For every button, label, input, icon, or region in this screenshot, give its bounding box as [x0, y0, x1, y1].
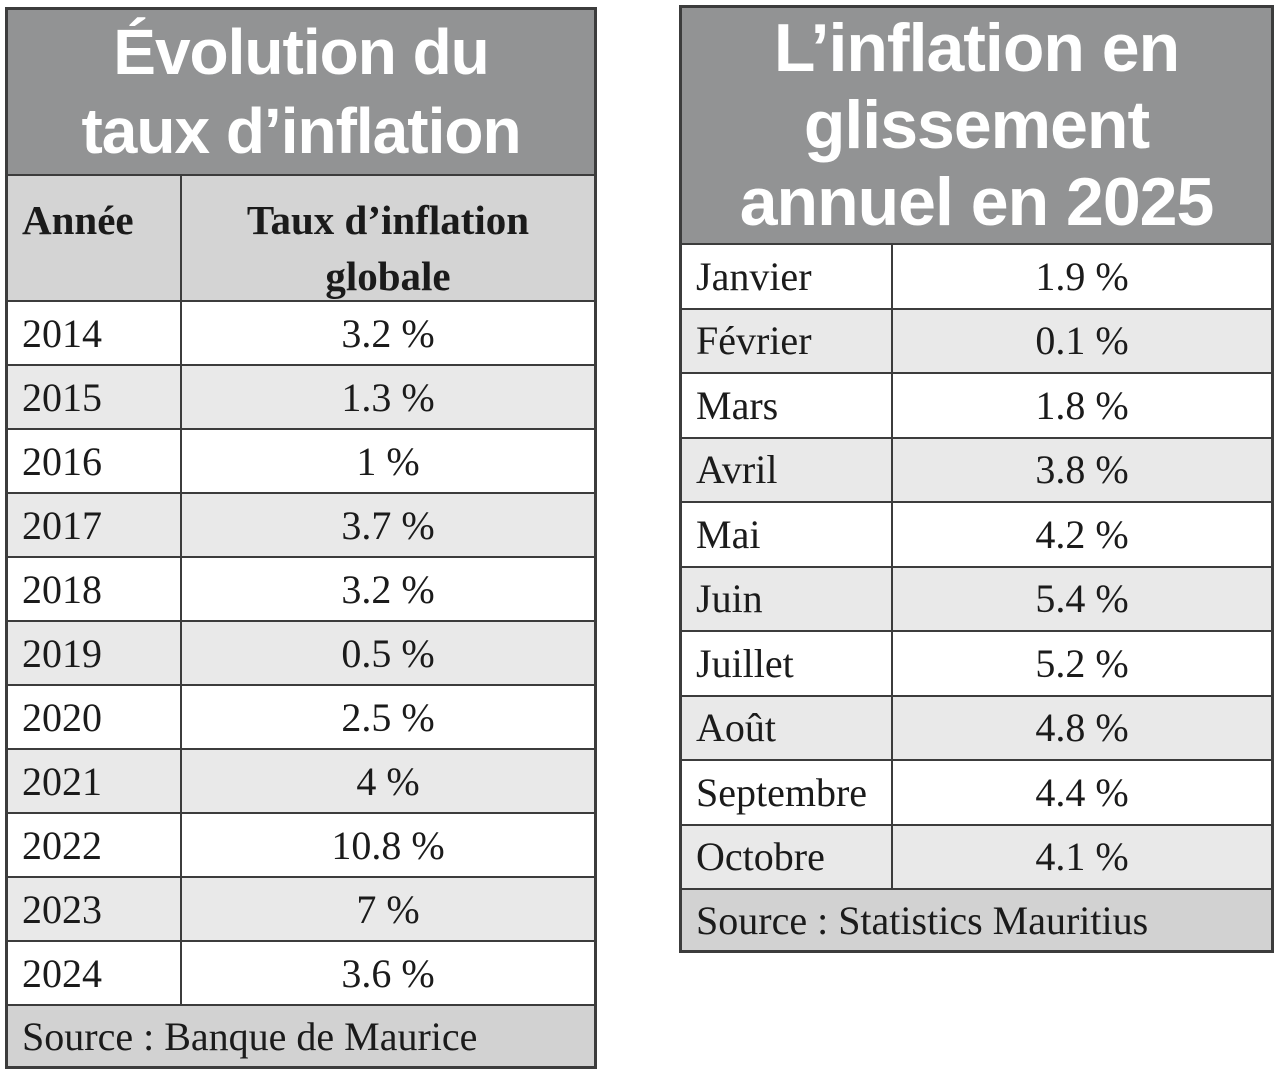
table-row-fevrier: Février 0.1 % [682, 307, 1271, 372]
table-row-2021: 2021 4 % [8, 748, 594, 812]
value-cell: 1.8 % [891, 374, 1271, 437]
value-cell: 5.4 % [891, 567, 1271, 630]
month-cell: Janvier [696, 253, 812, 299]
value-cell: 3.6 % [180, 942, 594, 1004]
value-cell: 4.8 % [891, 696, 1271, 759]
title-line-3: annuel en 2025 [739, 164, 1215, 240]
value-cell: 0.1 % [891, 309, 1271, 372]
value-cell: 3.8 % [891, 438, 1271, 501]
table-row-2015: 2015 1.3 % [8, 364, 594, 428]
table-row-janvier: Janvier 1.9 % [682, 243, 1271, 308]
table-row-juillet: Juillet 5.2 % [682, 630, 1271, 695]
value-cell: 1.9 % [891, 245, 1271, 308]
left-table-title: Évolution du taux d’inflation [8, 10, 594, 174]
value-cell: 3.2 % [180, 558, 594, 620]
year-cell: 2014 [22, 310, 102, 356]
table-row-mars: Mars 1.8 % [682, 372, 1271, 437]
month-cell: Février [696, 318, 812, 364]
value-cell: 5.2 % [891, 632, 1271, 695]
year-cell: 2024 [22, 950, 102, 996]
month-cell: Août [696, 705, 776, 751]
source-row: Source : Statistics Mauritius [682, 888, 1271, 950]
title-line-2: taux d’inflation [81, 95, 521, 167]
month-cell: Avril [696, 447, 778, 493]
table-row-2022: 2022 10.8 % [8, 812, 594, 876]
value-cell: 4.1 % [891, 825, 1271, 888]
table-row-octobre: Octobre 4.1 % [682, 823, 1271, 888]
table-row-2020: 2020 2.5 % [8, 684, 594, 748]
table-row-2018: 2018 3.2 % [8, 556, 594, 620]
source-row: Source : Banque de Maurice [8, 1004, 594, 1066]
table-row-juin: Juin 5.4 % [682, 565, 1271, 630]
source-text: Source : Statistics Mauritius [696, 897, 1149, 943]
table-row-2024: 2024 3.6 % [8, 940, 594, 1004]
value-cell: 3.7 % [180, 494, 594, 556]
table-row-septembre: Septembre 4.4 % [682, 759, 1271, 824]
table-row-aout: Août 4.8 % [682, 694, 1271, 759]
value-cell: 1 % [180, 430, 594, 492]
table-row-2019: 2019 0.5 % [8, 620, 594, 684]
table-row-2017: 2017 3.7 % [8, 492, 594, 556]
month-cell: Juillet [696, 640, 794, 686]
value-cell: 4.4 % [891, 761, 1271, 824]
month-cell: Mai [696, 511, 761, 557]
value-cell: 10.8 % [180, 814, 594, 876]
column-header-annee: Année [22, 197, 134, 243]
right-inflation-table: L’inflation en glissement annuel en 2025… [679, 5, 1274, 953]
column-header-taux: Taux d’inflation globale [180, 176, 594, 304]
table-row-2014: 2014 3.2 % [8, 300, 594, 364]
right-table-title: L’inflation en glissement annuel en 2025 [682, 8, 1271, 243]
month-cell: Septembre [696, 769, 868, 815]
year-cell: 2017 [22, 502, 102, 548]
value-cell: 1.3 % [180, 366, 594, 428]
year-cell: 2021 [22, 758, 102, 804]
table-row-2023: 2023 7 % [8, 876, 594, 940]
year-cell: 2023 [22, 886, 102, 932]
value-cell: 4.2 % [891, 503, 1271, 566]
year-cell: 2015 [22, 374, 102, 420]
value-cell: 3.2 % [180, 302, 594, 364]
year-cell: 2019 [22, 630, 102, 676]
title-line-1: Évolution du [113, 16, 490, 88]
month-cell: Octobre [696, 834, 825, 880]
month-cell: Juin [696, 576, 763, 622]
title-line-2: glissement [803, 87, 1150, 163]
year-cell: 2018 [22, 566, 102, 612]
value-cell: 0.5 % [180, 622, 594, 684]
month-cell: Mars [696, 382, 779, 428]
title-line-1: L’inflation en [773, 10, 1180, 86]
table-row-2016: 2016 1 % [8, 428, 594, 492]
year-cell: 2016 [22, 438, 102, 484]
left-inflation-table: Évolution du taux d’inflation Année Taux… [5, 7, 597, 1069]
source-text: Source : Banque de Maurice [22, 1013, 478, 1059]
table-row-avril: Avril 3.8 % [682, 436, 1271, 501]
table-row-mai: Mai 4.2 % [682, 501, 1271, 566]
year-cell: 2022 [22, 822, 102, 868]
value-cell: 2.5 % [180, 686, 594, 748]
value-cell: 7 % [180, 878, 594, 940]
year-cell: 2020 [22, 694, 102, 740]
column-header-row: Année Taux d’inflation globale [8, 174, 594, 304]
value-cell: 4 % [180, 750, 594, 812]
